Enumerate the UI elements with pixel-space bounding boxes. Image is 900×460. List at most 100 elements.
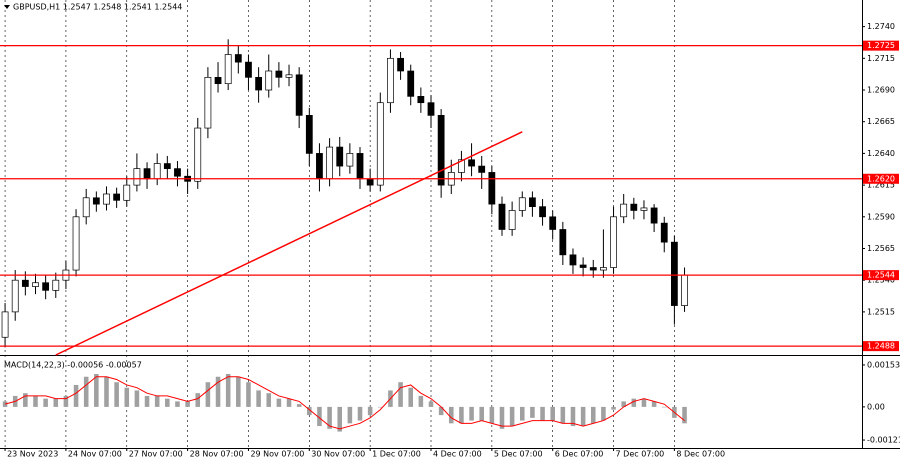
macd-bar — [438, 406, 444, 416]
macd-bar — [580, 406, 586, 427]
macd-bar — [185, 401, 190, 407]
x-tick-label: 1 Dec 07:00 — [372, 450, 421, 459]
x-tick-label: 24 Nov 07:00 — [68, 450, 122, 459]
macd-bar — [590, 406, 596, 424]
candle-body — [620, 203, 628, 218]
macd-signal — [4, 376, 685, 430]
macd-bar — [489, 406, 495, 424]
x-tick-label: 5 Dec 07:00 — [494, 450, 543, 459]
candle-body — [417, 96, 425, 104]
macd-bar — [195, 393, 201, 407]
macd-bar — [509, 406, 515, 427]
candle-body — [52, 279, 60, 291]
candle-body — [234, 54, 242, 63]
macd-bar — [378, 406, 383, 408]
candle-body — [468, 159, 475, 167]
macd-bar — [236, 376, 241, 407]
macd-bar — [682, 406, 687, 424]
candle-body — [529, 197, 536, 208]
candle-body — [245, 61, 252, 78]
macd-bar — [63, 395, 69, 407]
candle-body — [660, 222, 668, 243]
x-tick-label: 28 Nov 07:00 — [190, 450, 244, 459]
macd-bar — [560, 406, 566, 424]
candle-body — [366, 178, 374, 186]
candle-body — [569, 254, 577, 266]
macd-bar — [418, 395, 424, 407]
candle-body — [407, 70, 415, 97]
macd-bar — [286, 398, 292, 407]
macd-bar — [621, 401, 626, 407]
candle-body — [21, 279, 29, 287]
candle-body — [133, 168, 141, 186]
candle-body — [437, 115, 445, 186]
candle-body — [600, 267, 607, 271]
y-tick-label: 1.2740 — [867, 22, 895, 31]
candle-body — [376, 102, 384, 186]
trendline — [55, 131, 523, 356]
x-tick-label: 4 Dec 07:00 — [433, 450, 482, 459]
macd-bar — [256, 390, 261, 407]
macd-bar — [83, 376, 89, 407]
candle-body — [478, 165, 486, 173]
macd-bar — [367, 406, 373, 416]
candle-body — [498, 203, 506, 230]
level-label-box — [863, 270, 899, 281]
candle-body — [387, 57, 394, 104]
macd-bar — [104, 376, 109, 407]
macd-bar — [631, 398, 637, 407]
candle-body — [153, 163, 161, 180]
candle-body — [42, 282, 50, 291]
level-label-box — [863, 341, 899, 352]
symbol-icon — [4, 5, 10, 9]
macd-bar — [205, 382, 211, 407]
y-tick-label: 1.2590 — [867, 212, 895, 221]
candle-body — [316, 153, 323, 180]
macd-bar — [651, 401, 657, 407]
candle-body — [72, 216, 80, 271]
x-tick-label: 27 Nov 07:00 — [129, 450, 183, 459]
y-tick-label: 0.00 — [867, 402, 885, 411]
macd-bar — [428, 401, 434, 407]
candle-body — [275, 70, 283, 78]
macd-bar — [144, 395, 150, 407]
macd-bar — [408, 387, 413, 407]
candle-body — [204, 76, 212, 129]
macd-bar — [327, 406, 332, 429]
macd-bar — [398, 382, 403, 407]
candle-body — [346, 153, 354, 167]
y-tick-label: 1.2540 — [867, 276, 895, 285]
macd-bar — [134, 390, 140, 407]
candle-body — [103, 193, 110, 205]
macd-bar — [449, 406, 454, 424]
macd-bar — [266, 393, 272, 407]
candle-body — [579, 264, 587, 268]
macd-bar — [165, 398, 170, 407]
candle-body — [174, 168, 181, 177]
macd-bar — [550, 406, 555, 421]
candle-body — [123, 184, 131, 201]
macd-bar — [94, 373, 99, 407]
y-tick-label: 1.2690 — [867, 86, 895, 95]
macd-bar — [347, 406, 353, 424]
macd-bar — [23, 393, 28, 407]
candle-body — [194, 127, 202, 182]
candle-body — [559, 229, 567, 256]
macd-bar — [337, 406, 343, 432]
candle-body — [640, 207, 648, 211]
macd-bar — [499, 406, 505, 429]
x-tick-label: 29 Nov 07:00 — [250, 450, 304, 459]
candle-body — [214, 76, 222, 85]
candle-body — [508, 210, 516, 230]
macd-bar — [661, 406, 667, 408]
y-tick-label: -0.00121 — [867, 436, 900, 445]
y-tick-label: 1.2615 — [867, 181, 895, 190]
macd-bar — [296, 404, 302, 407]
macd-bar — [307, 406, 312, 416]
candle-body — [143, 168, 151, 180]
macd-bar — [43, 398, 48, 407]
macd-bar — [479, 406, 484, 421]
macd-bar — [276, 398, 282, 407]
candle-body — [32, 282, 39, 287]
